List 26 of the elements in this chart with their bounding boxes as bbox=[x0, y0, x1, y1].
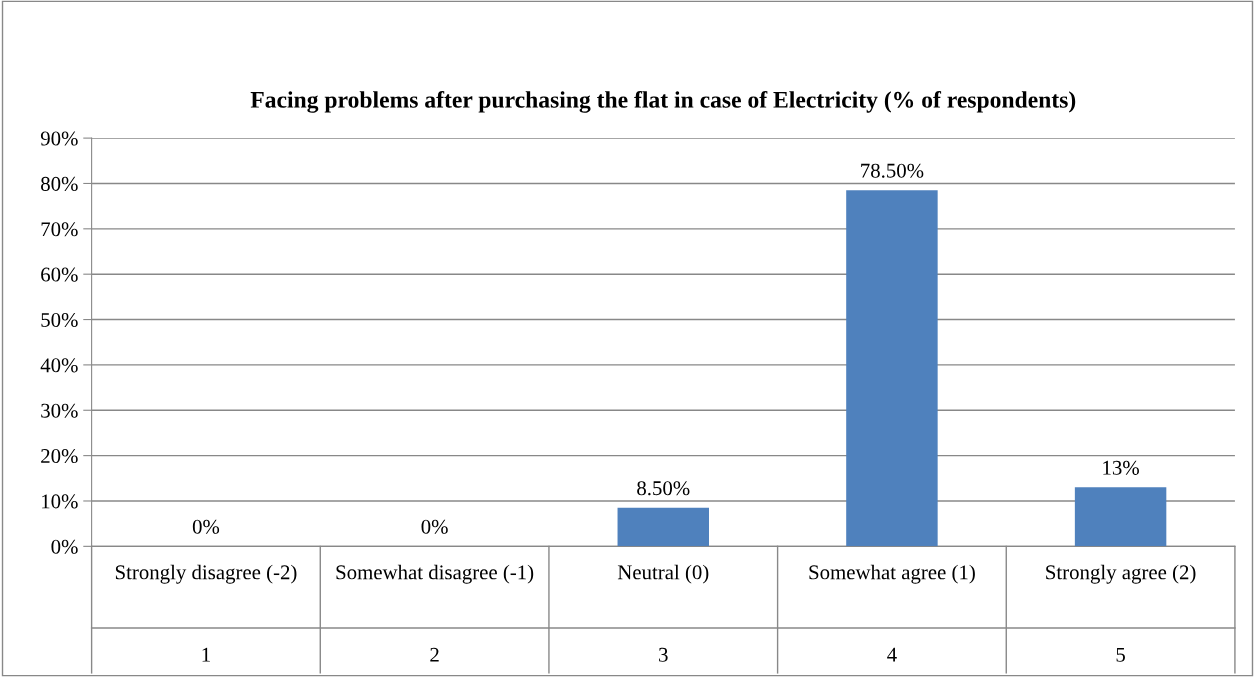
y-tick-label: 60% bbox=[41, 267, 78, 282]
data-label: 13% bbox=[1103, 460, 1139, 475]
y-tick-label: 20% bbox=[41, 448, 78, 464]
x-tick-label: Strongly agree (2) bbox=[1046, 564, 1196, 584]
chart-title: Facing problems after purchasing the flat in case of Electricity (% of respondents) bbox=[250, 90, 1076, 113]
text: 1 bbox=[202, 647, 210, 662]
y-tick-label: 70% bbox=[41, 222, 78, 237]
y-tick-label: 10% bbox=[42, 494, 78, 509]
text: 2 bbox=[430, 647, 439, 662]
y-tick-label: 30% bbox=[41, 403, 78, 418]
data-label: 0% bbox=[421, 519, 448, 534]
text: 3 bbox=[659, 647, 668, 662]
y-tick-label: 40% bbox=[40, 358, 78, 373]
data-label: 0% bbox=[192, 519, 220, 534]
x-tick-label: Neutral (0) bbox=[617, 564, 709, 584]
y-tick-label: 80% bbox=[41, 176, 78, 191]
y-tick-label: 0% bbox=[51, 539, 78, 554]
data-label: 8.50% bbox=[637, 481, 690, 496]
x-tick-label: Strongly disagree (-2) bbox=[115, 564, 297, 584]
data-label: 78.50% bbox=[861, 163, 924, 178]
x-tick-label: Somewhat disagree (-1) bbox=[336, 564, 534, 584]
x-tick-label: Somewhat agree (1) bbox=[809, 564, 975, 584]
text: 5 bbox=[1116, 647, 1125, 662]
text: 4 bbox=[887, 647, 897, 662]
y-tick-label: 50% bbox=[41, 312, 78, 328]
y-tick-label: 90% bbox=[40, 131, 78, 146]
